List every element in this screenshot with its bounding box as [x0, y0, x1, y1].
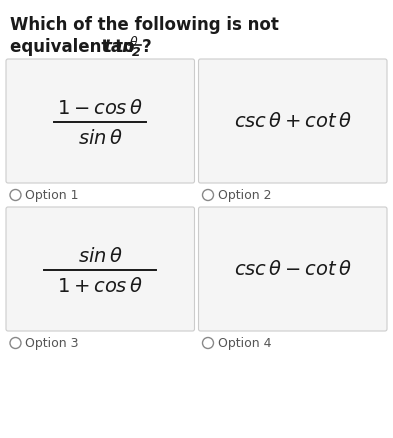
Text: Option 3: Option 3	[25, 337, 79, 350]
Text: $1 + cos\,\theta$: $1 + cos\,\theta$	[57, 277, 143, 296]
Text: tan: tan	[103, 38, 134, 56]
Text: $sin\,\theta$: $sin\,\theta$	[78, 247, 123, 266]
Text: Option 2: Option 2	[217, 189, 271, 202]
Text: $\theta$: $\theta$	[129, 35, 138, 49]
FancyBboxPatch shape	[6, 60, 195, 184]
FancyBboxPatch shape	[198, 208, 387, 331]
Text: $csc\,\theta - cot\,\theta$: $csc\,\theta - cot\,\theta$	[234, 260, 352, 279]
Text: $csc\,\theta + cot\,\theta$: $csc\,\theta + cot\,\theta$	[234, 112, 352, 131]
FancyBboxPatch shape	[6, 208, 195, 331]
Text: Option 1: Option 1	[25, 189, 79, 202]
FancyBboxPatch shape	[198, 60, 387, 184]
Text: ?: ?	[142, 38, 152, 56]
Text: equivalent to: equivalent to	[10, 38, 140, 56]
Text: Which of the following is not: Which of the following is not	[10, 16, 279, 34]
Text: 2: 2	[132, 46, 141, 59]
Text: $1 - cos\,\theta$: $1 - cos\,\theta$	[57, 99, 143, 118]
Text: $sin\,\theta$: $sin\,\theta$	[78, 129, 123, 148]
Text: Option 4: Option 4	[217, 337, 271, 350]
